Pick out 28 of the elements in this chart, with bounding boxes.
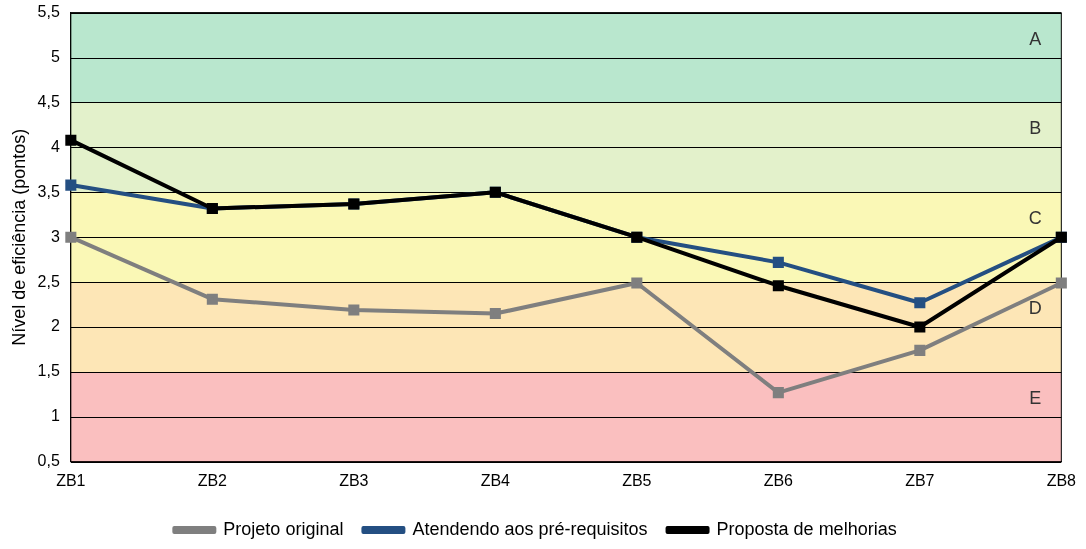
band-label: D [1028, 298, 1042, 319]
x-tick-label: ZB6 [763, 471, 794, 489]
y-tick-label: 1,5 [37, 362, 60, 380]
y-tick-label: 2,5 [37, 272, 60, 290]
y-tick-label: 1 [50, 407, 60, 425]
band-label: C [1028, 208, 1042, 229]
band-label: A [1029, 28, 1042, 49]
legend-label: Atendendo aos pré-requisitos [412, 518, 648, 539]
x-tick-label: ZB3 [339, 471, 369, 489]
x-tick-label: ZB4 [480, 471, 511, 489]
y-tick-label: 3,5 [37, 182, 60, 200]
y-tick-label: 4 [50, 137, 60, 155]
x-tick-label: ZB5 [622, 471, 652, 489]
x-tick-label: ZB7 [905, 471, 935, 489]
band-label: B [1029, 118, 1042, 139]
y-tick-label: 5,5 [37, 3, 60, 21]
band-label: E [1029, 387, 1042, 408]
legend-label: Proposta de melhorias [716, 518, 897, 539]
y-tick-label: 4,5 [37, 92, 60, 110]
y-tick-label: 3 [50, 227, 60, 245]
y-tick-label: 5 [50, 47, 60, 65]
x-tick-label: ZB1 [56, 471, 86, 489]
y-axis-title: Nível de eficiência (pontos) [8, 128, 29, 346]
y-tick-label: 2 [50, 317, 60, 335]
x-tick-label: ZB2 [197, 471, 228, 489]
legend-label: Projeto original [223, 518, 344, 539]
y-tick-label: 0,5 [37, 452, 60, 470]
x-tick-label: ZB8 [1046, 471, 1077, 489]
